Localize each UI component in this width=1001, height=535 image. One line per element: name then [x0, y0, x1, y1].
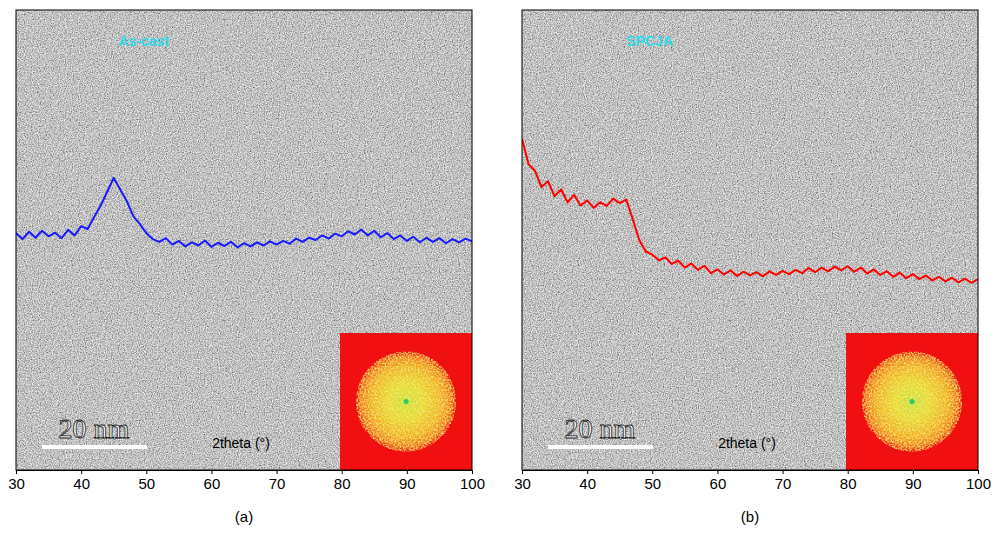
tick: 100	[460, 470, 485, 492]
tick-label: 80	[334, 475, 351, 492]
tick-mark	[848, 470, 849, 474]
x-axis-title: 2theta (°)	[718, 435, 776, 451]
tick-mark	[587, 470, 588, 474]
panel-title: As-cast	[118, 33, 169, 49]
tick: 90	[399, 470, 416, 492]
figure: 30 40 50 60 70 80 90 100 As-cast 2theta (°) 20 nm (…	[0, 0, 1001, 535]
tick-mark	[717, 470, 718, 474]
scale-bar-label: 20 nm	[565, 413, 636, 444]
fft-ring	[356, 352, 456, 452]
scale-bar-label: 20 nm	[59, 413, 130, 444]
tick-label: 50	[644, 475, 661, 492]
panel: 30 40 50 60 70 80 90 100 SPCJA 2theta (°) 20 nm (b)	[514, 10, 991, 525]
tick-mark	[277, 470, 278, 474]
tick-label: 60	[204, 475, 221, 492]
tick: 60	[204, 470, 221, 492]
fft-center	[910, 399, 915, 404]
tick: 40	[73, 470, 90, 492]
fft-inset	[340, 333, 472, 470]
tick-mark	[407, 470, 408, 474]
tick: 50	[138, 470, 155, 492]
tick-label: 90	[399, 475, 416, 492]
axis-line	[17, 471, 473, 475]
fft-inset	[846, 333, 978, 470]
fft-background	[846, 333, 978, 470]
tick: 50	[644, 470, 661, 492]
scale-bar	[548, 445, 653, 449]
xrd-curve	[16, 178, 472, 247]
panel-label: (b)	[741, 508, 759, 525]
tick-label: 70	[775, 475, 792, 492]
tem-image	[16, 10, 472, 470]
fft-background	[340, 333, 472, 470]
plot-area	[522, 139, 978, 283]
panel-label: (a)	[235, 508, 253, 525]
tick-label: 70	[269, 475, 286, 492]
tick-label: 60	[710, 475, 727, 492]
axis-line	[523, 471, 979, 475]
tick: 80	[334, 470, 351, 492]
tick-label: 100	[460, 475, 485, 492]
tick-mark	[146, 470, 147, 474]
tick-mark	[652, 470, 653, 474]
panel: 30 40 50 60 70 80 90 100 As-cast 2theta (°) 20 nm (…	[8, 10, 485, 525]
tick-mark	[16, 470, 17, 474]
tick-mark	[783, 470, 784, 474]
tick-mark	[522, 470, 523, 474]
tick: 70	[775, 470, 792, 492]
plot-frame	[16, 10, 472, 470]
fft-ring	[862, 352, 962, 452]
tick: 90	[905, 470, 922, 492]
x-axis: 30 40 50 60 70 80 90 100	[514, 470, 991, 492]
fft-center	[404, 399, 409, 404]
tick-label: 30	[514, 475, 531, 492]
tick-label: 50	[138, 475, 155, 492]
tick: 40	[579, 470, 596, 492]
tick-label: 90	[905, 475, 922, 492]
x-axis: 30 40 50 60 70 80 90 100	[8, 470, 485, 492]
tick-label: 80	[840, 475, 857, 492]
tick: 80	[840, 470, 857, 492]
panel-title: SPCJA	[626, 33, 673, 49]
tick-mark	[81, 470, 82, 474]
tick: 30	[514, 470, 531, 492]
plot-area	[16, 178, 472, 247]
tick: 70	[269, 470, 286, 492]
tick-mark	[913, 470, 914, 474]
tick-label: 30	[8, 475, 25, 492]
tick-label: 40	[579, 475, 596, 492]
tick-mark	[342, 470, 343, 474]
plot-frame	[522, 10, 978, 470]
xrd-curve	[522, 139, 978, 283]
tick-mark	[211, 470, 212, 474]
tick-mark	[978, 470, 979, 474]
tem-image	[522, 10, 978, 470]
tick: 60	[710, 470, 727, 492]
tick: 100	[966, 470, 991, 492]
tick-label: 100	[966, 475, 991, 492]
tick: 30	[8, 470, 25, 492]
tick-label: 40	[73, 475, 90, 492]
scale-bar	[42, 445, 147, 449]
x-axis-title: 2theta (°)	[212, 435, 270, 451]
tick-mark	[472, 470, 473, 474]
